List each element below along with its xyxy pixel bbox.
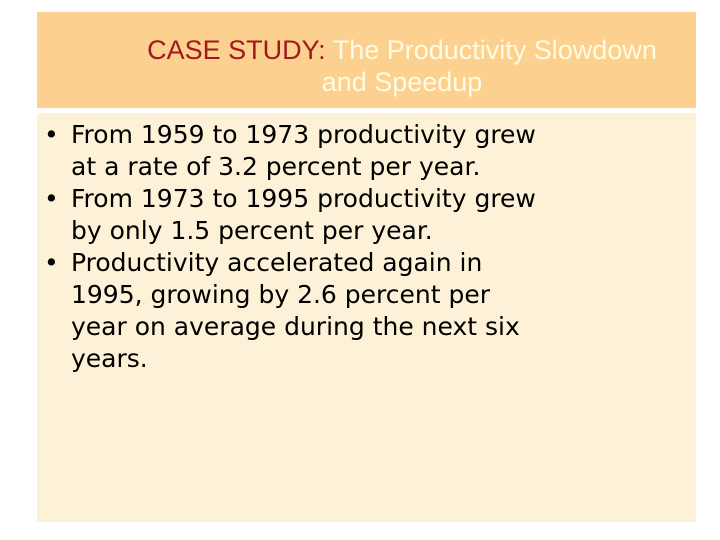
bullet-item: • From 1973 to 1995 productivity grew by… (44, 183, 694, 247)
bullet-text-line: 1995, growing by 2.6 percent per (71, 280, 491, 309)
slide-title: CASE STUDY: The Productivity Slowdown and… (37, 34, 720, 98)
bullet-text-line: From 1959 to 1973 productivity grew (71, 120, 536, 149)
bullet-item: • From 1959 to 1973 productivity grew at… (44, 119, 694, 183)
bullet-icon: • (44, 184, 59, 213)
bullet-text-line: years. (71, 344, 148, 373)
bullet-icon: • (44, 120, 59, 149)
bullet-text-line: by only 1.5 percent per year. (71, 216, 433, 245)
bullet-list: • From 1959 to 1973 productivity grew at… (44, 119, 694, 375)
bullet-text-line: From 1973 to 1995 productivity grew (71, 184, 536, 213)
bullet-text-line: year on average during the next six (71, 312, 520, 341)
title-label: CASE STUDY: (147, 35, 326, 65)
content-panel (37, 113, 696, 522)
title-banner: CASE STUDY: The Productivity Slowdown and… (37, 12, 696, 108)
title-line-2: and Speedup (321, 67, 483, 97)
bullet-item: • Productivity accelerated again in 1995… (44, 247, 694, 375)
bullet-icon: • (44, 248, 59, 277)
title-line-1: The Productivity Slowdown (325, 35, 657, 65)
bullet-text-line: at a rate of 3.2 percent per year. (71, 152, 481, 181)
bullet-text-line: Productivity accelerated again in (71, 248, 483, 277)
